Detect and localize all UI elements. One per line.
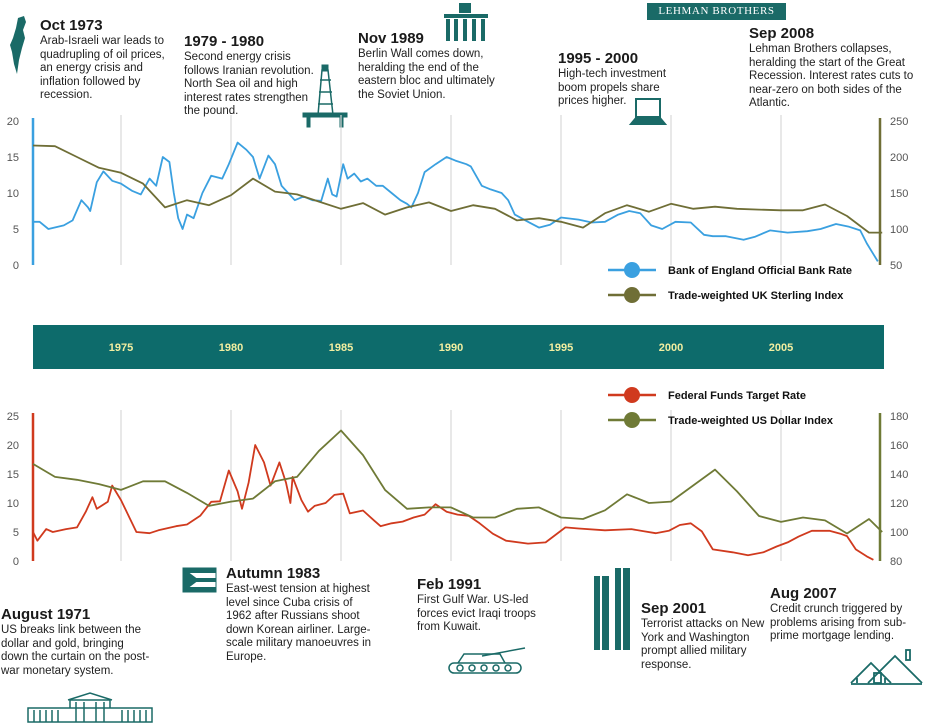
cuba-flag-icon: [182, 567, 217, 593]
y-tick-label-left: 0: [13, 556, 19, 568]
y-tick-label-left: 5: [13, 527, 19, 539]
y-tick-label-right: 80: [890, 556, 902, 568]
legend-marker: [624, 387, 640, 403]
annotation-title: Nov 1989: [358, 30, 424, 47]
annotation-1995: 1995 - 2000 High-tech investment boom pr…: [558, 50, 690, 109]
y-tick-label-left: 20: [7, 116, 19, 128]
y-tick-label-left: 20: [7, 440, 19, 452]
annotation-title: Autumn 1983: [226, 565, 321, 582]
timeline-band: [33, 325, 884, 369]
x-tick-label: 1985: [329, 342, 353, 354]
x-tick-label: 2005: [769, 342, 793, 354]
series-lines: [32, 141, 883, 561]
brand-logo: LEHMAN BROTHERS: [647, 3, 786, 20]
legend-label: Trade-weighted US Dollar Index: [668, 415, 834, 427]
y-tick-label-left: 10: [7, 498, 19, 510]
y-tick-label-right: 250: [890, 116, 908, 128]
annotation-title: 1979 - 1980: [184, 33, 265, 50]
series-line: [32, 429, 883, 535]
y-tick-label-left: 25: [7, 411, 19, 423]
annotation-text: Terrorist attacks on New York and Washin…: [641, 618, 765, 671]
grid-lines: [120, 115, 782, 561]
annotation-title: 1995 - 2000: [558, 50, 639, 67]
legend-label: Trade-weighted UK Sterling Index: [668, 290, 844, 302]
tick-labels: 0 5 10 15 20 50 100 150 200 250 0 5 10 15 20 25 80 100 120…: [7, 116, 909, 568]
x-tick-label: 1980: [219, 342, 243, 354]
tank-icon: [448, 647, 526, 674]
annotation-text: First Gulf War. US-led forces evict Iraq…: [417, 594, 536, 633]
y-tick-label-right: 100: [890, 224, 908, 236]
annotation-autumn1983: Autumn 1983 East-west tension at highest…: [226, 565, 376, 664]
annotation-oct1973: Oct 1973 Arab-Israeli war leads to quadr…: [40, 17, 168, 103]
annotation-text: Second energy crisis follows Iranian rev…: [184, 51, 314, 117]
twin-towers-icon: [594, 568, 630, 650]
x-tick-label: 1990: [439, 342, 463, 354]
axis-lines: [31, 118, 882, 561]
legend-label: Bank of England Official Bank Rate: [668, 265, 852, 277]
annotation-title: Feb 1991: [417, 576, 482, 593]
series-line: [32, 444, 874, 561]
annotation-sep2001: Sep 2001 Terrorist attacks on New York a…: [641, 600, 776, 672]
annotation-aug2007: Aug 2007 Credit crunch triggered by prob…: [770, 585, 926, 644]
annotation-sep2008: Sep 2008 Lehman Brothers collapses, hera…: [749, 25, 914, 111]
y-tick-label-right: 50: [890, 260, 902, 272]
series-line: [33, 141, 879, 262]
y-tick-label-right: 120: [890, 498, 908, 510]
series-line: [32, 144, 883, 234]
legends: Bank of England Official Bank Rate Trade-…: [608, 262, 852, 428]
y-tick-label-right: 140: [890, 469, 908, 481]
brandenburg-gate-icon: [444, 3, 488, 41]
house-icon: [850, 649, 923, 685]
y-tick-label-right: 180: [890, 411, 908, 423]
y-tick-label-left: 10: [7, 188, 19, 200]
annotation-text: Credit crunch triggered by problems aris…: [770, 603, 907, 642]
annotation-text: Arab-Israeli war leads to quadrupling of…: [40, 35, 165, 101]
annotation-text: US breaks link between the dollar and go…: [1, 624, 150, 677]
annotation-aug1971: August 1971 US breaks link between the d…: [1, 606, 153, 678]
legend-marker: [624, 262, 640, 278]
y-tick-label-left: 15: [7, 152, 19, 164]
x-tick-label: 1995: [549, 342, 573, 354]
legend-marker: [624, 287, 640, 303]
y-tick-label-left: 5: [13, 224, 19, 236]
annotation-title: Aug 2007: [770, 585, 837, 602]
x-tick-label: 1975: [109, 342, 133, 354]
white-house-icon: [27, 692, 153, 723]
annotation-nov1989: Nov 1989 Berlin Wall comes down, heraldi…: [358, 30, 506, 102]
timeline-year-labels: 1975 1980 1985 1990 1995 2000 2005: [109, 342, 793, 354]
legend-marker: [624, 412, 640, 428]
y-tick-label-left: 0: [13, 260, 19, 272]
annotation-title: Sep 2008: [749, 25, 815, 42]
y-tick-label-right: 160: [890, 440, 908, 452]
annotation-text: High-tech investment boom propels share …: [558, 68, 667, 107]
annotation-1979: 1979 - 1980 Second energy crisis follows…: [184, 33, 314, 119]
laptop-icon: [628, 98, 668, 125]
y-tick-label-right: 150: [890, 188, 908, 200]
annotation-title: Sep 2001: [641, 600, 707, 617]
y-tick-label-right: 200: [890, 152, 908, 164]
annotation-feb1991: Feb 1991 First Gulf War. US-led forces e…: [417, 576, 547, 635]
annotation-text: East-west tension at highest level since…: [226, 583, 372, 663]
x-tick-label: 2000: [659, 342, 683, 354]
legend-label: Federal Funds Target Rate: [668, 390, 806, 402]
israel-map-icon: [10, 16, 26, 74]
annotation-title: Oct 1973: [40, 17, 103, 34]
y-tick-label-right: 100: [890, 527, 908, 539]
annotation-text: Lehman Brothers collapses, heralding the…: [749, 43, 914, 109]
annotation-text: Berlin Wall comes down, heralding the en…: [358, 48, 495, 101]
annotation-title: August 1971: [1, 606, 91, 623]
y-tick-label-left: 15: [7, 469, 19, 481]
